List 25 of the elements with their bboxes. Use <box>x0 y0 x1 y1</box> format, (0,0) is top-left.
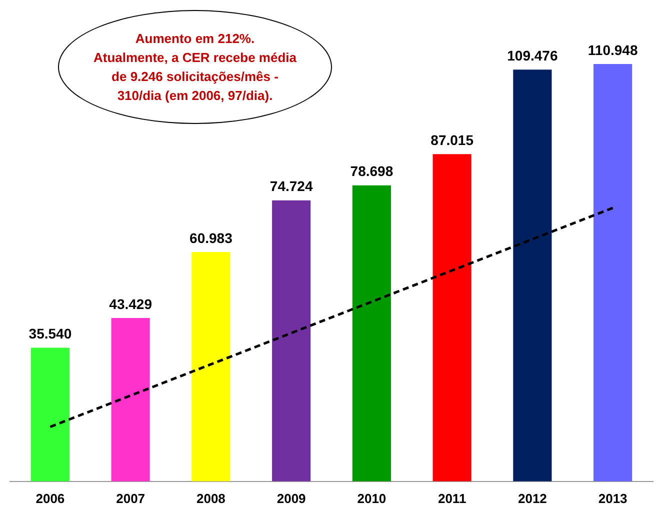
data-label: 74.724 <box>270 178 313 194</box>
x-tick-label: 2008 <box>196 490 226 506</box>
bar <box>111 318 150 482</box>
data-label: 35.540 <box>28 326 72 342</box>
bar <box>30 348 70 482</box>
bar <box>272 200 311 482</box>
x-tick-label: 2010 <box>357 490 386 506</box>
x-tick-label: 2011 <box>438 490 466 506</box>
data-label: 109.476 <box>507 47 558 64</box>
data-label: 110.948 <box>588 42 638 58</box>
x-tick-label: 2007 <box>116 490 146 506</box>
bar <box>594 64 632 482</box>
bar <box>352 185 391 482</box>
data-label: 78.698 <box>350 163 394 180</box>
annotation: Aumento em 212%. Atualmente, a CER recebe média de 9.246 solicitações/mês - 310/dia (em 2006, 97/dia). <box>58 10 332 124</box>
data-label: 43.429 <box>109 296 152 312</box>
data-label: 87.015 <box>430 132 474 148</box>
x-tick-label: 2013 <box>598 490 628 506</box>
bar <box>432 154 472 482</box>
bar <box>192 252 230 482</box>
x-tick-label: 2009 <box>276 490 306 506</box>
x-tick-label: 2012 <box>518 490 547 506</box>
bar <box>513 70 552 482</box>
data-label: 60.983 <box>190 230 233 246</box>
x-tick-label: 2006 <box>36 490 65 506</box>
